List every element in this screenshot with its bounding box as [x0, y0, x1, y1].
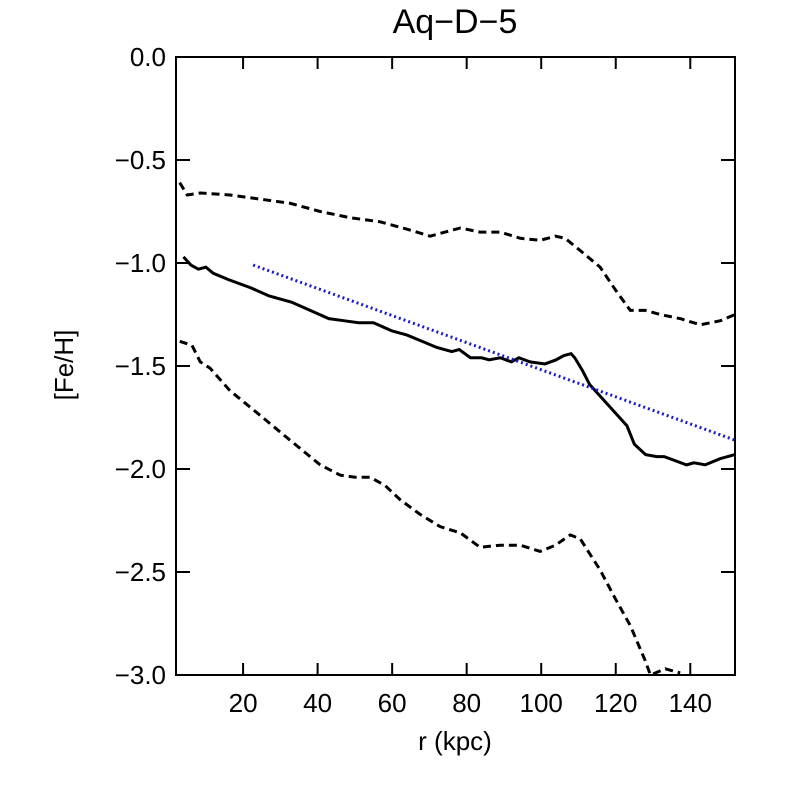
y-tick-label: −2.5 [115, 557, 166, 587]
x-tick-label: 100 [520, 688, 563, 718]
x-tick-label: 120 [594, 688, 637, 718]
x-tick-label: 40 [303, 688, 332, 718]
y-axis-label: [Fe/H] [49, 330, 79, 401]
x-tick-label: 80 [452, 688, 481, 718]
x-axis-label: r (kpc) [418, 726, 492, 756]
y-tick-label: −1.5 [115, 351, 166, 381]
line-series [182, 255, 736, 467]
line-series [252, 263, 736, 442]
x-tick-label: 20 [229, 688, 258, 718]
chart-title: Aq−D−5 [393, 3, 518, 41]
y-tick-label: −1.0 [115, 248, 166, 278]
y-tick-label: 0.0 [130, 42, 166, 72]
y-tick-label: −2.0 [115, 454, 166, 484]
y-tick-label: −3.0 [115, 660, 166, 690]
line-series [179, 339, 681, 677]
x-tick-label: 140 [669, 688, 712, 718]
x-tick-label: 60 [378, 688, 407, 718]
y-tick-label: −0.5 [115, 145, 166, 175]
plot-frame [175, 56, 736, 676]
line-series [178, 181, 736, 327]
